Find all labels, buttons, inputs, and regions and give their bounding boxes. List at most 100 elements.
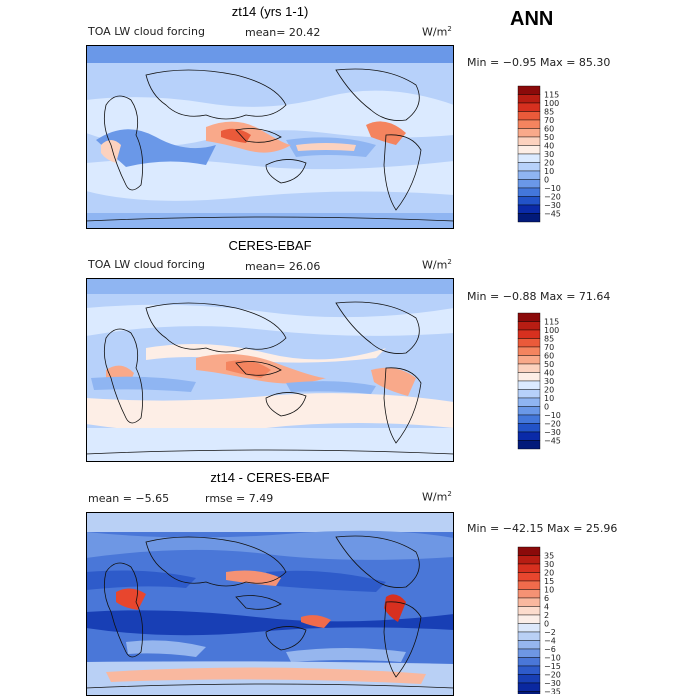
colorbar-box — [517, 153, 541, 163]
colorbar-tick-label: −20 — [544, 420, 561, 429]
colorbar-box — [517, 631, 541, 641]
colorbar-tick-label: 30 — [544, 377, 554, 386]
colorbar-box — [517, 597, 541, 607]
colorbar-tick-label: −10 — [544, 411, 561, 420]
panel2-mean-value: 26.06 — [288, 260, 321, 273]
panel2-max-label: Max = — [539, 290, 576, 303]
panel3-rmse-label: rmse = — [205, 492, 246, 505]
colorbar-box — [517, 162, 541, 172]
colorbar-box — [517, 580, 541, 590]
colorbar-tick-label: 40 — [544, 369, 554, 378]
panel3-rmse-value: 7.49 — [248, 492, 274, 505]
colorbar-tick-label: 115 — [544, 91, 559, 100]
colorbar-box — [517, 555, 541, 565]
colorbar-tick-label: −10 — [544, 654, 561, 663]
panel1-units-base: W/m — [422, 25, 448, 39]
colorbar-box — [517, 196, 541, 206]
panel3-min-label: Min = — [467, 522, 500, 535]
colorbar-tick-label: 10 — [544, 167, 554, 176]
colorbar-tick-label: 70 — [544, 116, 554, 125]
panel2-units-sup: 2 — [447, 258, 452, 266]
colorbar-box — [517, 623, 541, 633]
colorbar-tick-label: 70 — [544, 343, 554, 352]
panel1-mean-value: 20.42 — [288, 26, 321, 39]
panel2-mean: mean= 26.06 — [245, 260, 320, 273]
panel1-variable-label: TOA LW cloud forcing — [88, 25, 205, 38]
colorbar-box — [517, 691, 541, 694]
colorbar-box — [517, 572, 541, 582]
colorbar-box — [517, 563, 541, 573]
colorbar-box — [517, 606, 541, 616]
colorbar-tick-label: 35 — [544, 552, 554, 561]
colorbar-box — [517, 423, 541, 433]
panel3-rmse: rmse = 7.49 — [205, 492, 273, 505]
colorbar-tick-label: 20 — [544, 386, 554, 395]
colorbar-tick-label: −35 — [544, 688, 561, 695]
colorbar-tick-label: 0 — [544, 620, 549, 629]
panel1-max-label: Max = — [539, 56, 576, 69]
colorbar-box — [517, 657, 541, 667]
panel1-min-label: Min = — [467, 56, 500, 69]
colorbar-box — [517, 389, 541, 399]
colorbar-tick-label: 10 — [544, 394, 554, 403]
panel3-max-label: Max = — [546, 522, 583, 535]
colorbar-tick-label: 30 — [544, 560, 554, 569]
panel2-units: W/m2 — [422, 258, 452, 272]
colorbar-box — [517, 431, 541, 441]
season-label: ANN — [510, 8, 554, 30]
colorbar-tick-label: 0 — [544, 176, 549, 185]
panel3-units: W/m2 — [422, 490, 452, 504]
colorbar-tick-label: −6 — [544, 645, 556, 654]
colorbar-tick-label: 20 — [544, 569, 554, 578]
colorbar-box — [517, 372, 541, 382]
panel1-map — [86, 45, 454, 229]
panel1-title: zt14 (yrs 1-1) — [231, 4, 309, 19]
panel3-min-value: −42.15 — [502, 522, 544, 535]
colorbar-tick-label: −30 — [544, 201, 561, 210]
colorbar-box — [517, 648, 541, 658]
colorbar-box — [517, 94, 541, 104]
colorbar-box — [517, 546, 541, 556]
panel1-max-value: 85.30 — [578, 56, 611, 69]
colorbar-box — [517, 363, 541, 373]
colorbar-box — [517, 380, 541, 390]
colorbar-tick-label: 4 — [544, 603, 549, 612]
panel2-map — [86, 278, 454, 462]
panel3-title: zt14 - CERES-EBAF — [210, 470, 330, 485]
colorbar-box — [517, 589, 541, 599]
panel3-units-base: W/m — [422, 490, 448, 504]
panel2-minmax: Min = −0.88 Max = 71.64 — [467, 290, 610, 303]
panel1-mean-label: mean= — [245, 26, 286, 39]
colorbar-tick-label: −45 — [544, 210, 561, 219]
panel3-minmax: Min = −42.15 Max = 25.96 — [467, 522, 617, 535]
colorbar-box — [517, 682, 541, 692]
colorbar-tick-label: −30 — [544, 428, 561, 437]
panel1-minmax: Min = −0.95 Max = 85.30 — [467, 56, 610, 69]
colorbar-box — [517, 640, 541, 650]
colorbar-box — [517, 179, 541, 189]
colorbar-tick-label: −30 — [544, 679, 561, 688]
colorbar-box — [517, 674, 541, 684]
colorbar-tick-label: 6 — [544, 594, 549, 603]
colorbar-tick-label: 100 — [544, 99, 559, 108]
colorbar-box — [517, 346, 541, 356]
colorbar-tick-label: 50 — [544, 133, 554, 142]
panel1-units: W/m2 — [422, 25, 452, 39]
colorbar-box — [517, 111, 541, 121]
colorbar-box — [517, 187, 541, 197]
colorbar-box — [517, 85, 541, 95]
colorbar-tick-label: 60 — [544, 125, 554, 134]
panel3-mean: mean = −5.65 — [88, 492, 170, 505]
colorbar-tick-label: 85 — [544, 108, 554, 117]
panel2-title: CERES-EBAF — [228, 238, 312, 253]
colorbar-box — [517, 329, 541, 339]
colorbar-box — [517, 355, 541, 365]
colorbar-tick-label: 50 — [544, 360, 554, 369]
colorbar-tick-label: −10 — [544, 184, 561, 193]
colorbar-box — [517, 414, 541, 424]
colorbar-tick-label: 15 — [544, 577, 554, 586]
panel2-max-value: 71.64 — [578, 290, 611, 303]
panel1-mean: mean= 20.42 — [245, 26, 320, 39]
